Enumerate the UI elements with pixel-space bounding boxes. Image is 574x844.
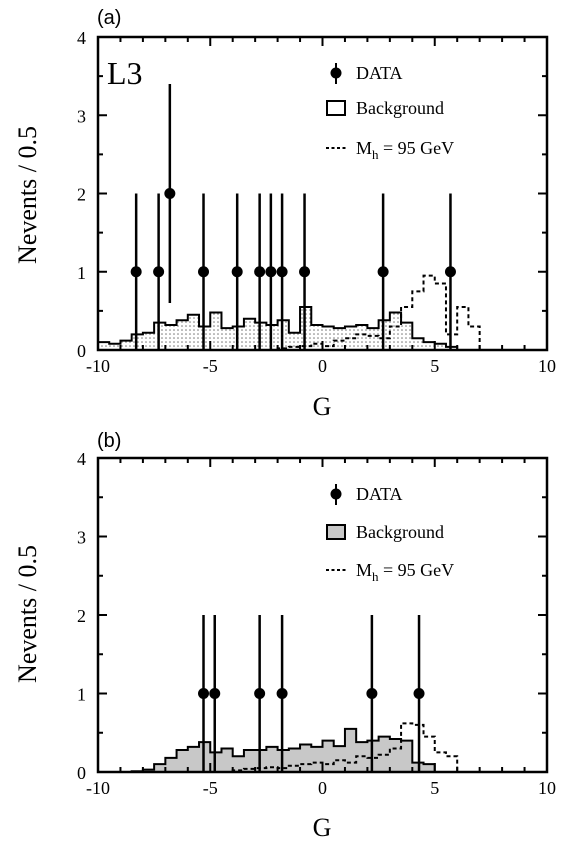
- legend-background-swatch: [326, 524, 346, 540]
- y-tick-label: 2: [77, 185, 86, 205]
- data-point: [130, 266, 142, 278]
- y-tick-label: 1: [77, 263, 86, 283]
- data-point: [231, 266, 243, 278]
- y-tick-label: 0: [77, 341, 86, 361]
- data-point: [198, 688, 210, 699]
- y-axis-label-a: Nevents / 0.5: [13, 126, 42, 264]
- data-point: [413, 688, 425, 699]
- panel-a: -10 -5 0 5 10 0 1 2 3 4 (a) L3 Nevents / 0.5 G DATA B…: [13, 7, 556, 421]
- legend-a: DATA Background Mh = 95 GeV: [326, 63, 454, 162]
- x-tick-label: 5: [430, 356, 439, 376]
- y-tick-label: 0: [77, 763, 86, 783]
- data-point: [299, 266, 311, 278]
- data-point: [276, 688, 288, 699]
- data-point: [377, 266, 389, 278]
- legend-signal-label: Mh = 95 GeV: [356, 138, 454, 162]
- data-point: [265, 266, 277, 278]
- y-tick-label: 3: [77, 106, 86, 126]
- signal-histogram: [231, 722, 459, 772]
- x-tick-label: -5: [203, 778, 218, 798]
- x-tick-label: 10: [538, 356, 556, 376]
- panel-b: -10 -5 0 5 10 0 1 2 3 4 (b) Nevents / 0.5 G DATA Bac…: [13, 430, 556, 842]
- data-point: [153, 266, 165, 278]
- legend-signal-label: Mh = 95 GeV: [356, 560, 454, 584]
- data-point: [198, 266, 210, 278]
- background-fill: [98, 306, 458, 350]
- y-axis-label-b: Nevents / 0.5: [13, 545, 42, 683]
- y-tick-label: 4: [77, 28, 86, 48]
- data-point: [444, 266, 456, 278]
- background-histogram: [98, 727, 436, 773]
- y-tick-label: 2: [77, 606, 86, 626]
- y-tick-label: 3: [77, 528, 86, 548]
- x-tick-label: -5: [203, 356, 218, 376]
- data-point: [276, 266, 288, 278]
- data-point: [366, 688, 378, 699]
- data-point: [164, 188, 176, 199]
- y-tick-label: 1: [77, 685, 86, 705]
- x-axis-label-a: G: [313, 392, 332, 421]
- legend-b: DATA Background Mh = 95 GeV: [326, 484, 454, 584]
- legend-background-label: Background: [356, 98, 444, 118]
- legend-data-label: DATA: [356, 484, 403, 504]
- signal-histogram: [276, 274, 481, 350]
- x-tick-label: 10: [538, 778, 556, 798]
- x-tick-label: 0: [318, 778, 327, 798]
- panel-label-b: (b): [97, 430, 121, 452]
- legend-data-label: DATA: [356, 63, 403, 83]
- data-point: [209, 688, 221, 699]
- experiment-label: L3: [107, 55, 143, 91]
- x-tick-label: -10: [86, 778, 110, 798]
- data-point: [254, 266, 266, 278]
- data-point: [254, 688, 266, 699]
- x-tick-label: -10: [86, 356, 110, 376]
- legend-background-swatch: [326, 100, 346, 116]
- y-tick-label: 4: [77, 449, 86, 469]
- x-tick-label: 0: [318, 356, 327, 376]
- plot-frame: [96, 456, 549, 774]
- legend-background-label: Background: [356, 522, 444, 542]
- panel-label-a: (a): [97, 7, 121, 29]
- x-axis-label-b: G: [313, 813, 332, 842]
- x-tick-label: 5: [430, 778, 439, 798]
